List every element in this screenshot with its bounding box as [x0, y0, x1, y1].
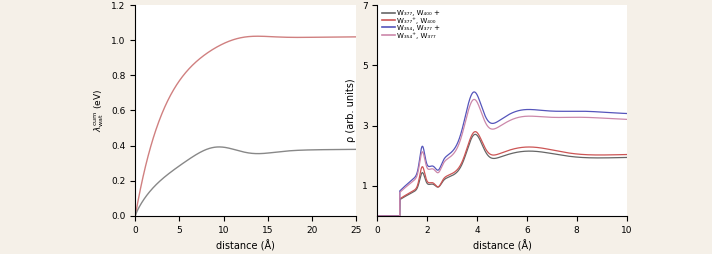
X-axis label: distance (Å): distance (Å) — [473, 240, 531, 251]
Y-axis label: $\lambda^{\rm cum}_{\rm wat}$ (eV): $\lambda^{\rm cum}_{\rm wat}$ (eV) — [92, 89, 105, 132]
X-axis label: distance (Å): distance (Å) — [216, 240, 275, 251]
Legend: W₃₇₇, W₄₀₀ +, W₃₇₇⁺, W₄₀₀, W₃₅₄, W₃₇₇ +, W₃₅₄⁺, W₃₇₇: W₃₇₇, W₄₀₀ +, W₃₇₇⁺, W₄₀₀, W₃₅₄, W₃₇₇ +,… — [381, 9, 441, 40]
Y-axis label: ρ (arb. units): ρ (arb. units) — [346, 79, 356, 142]
